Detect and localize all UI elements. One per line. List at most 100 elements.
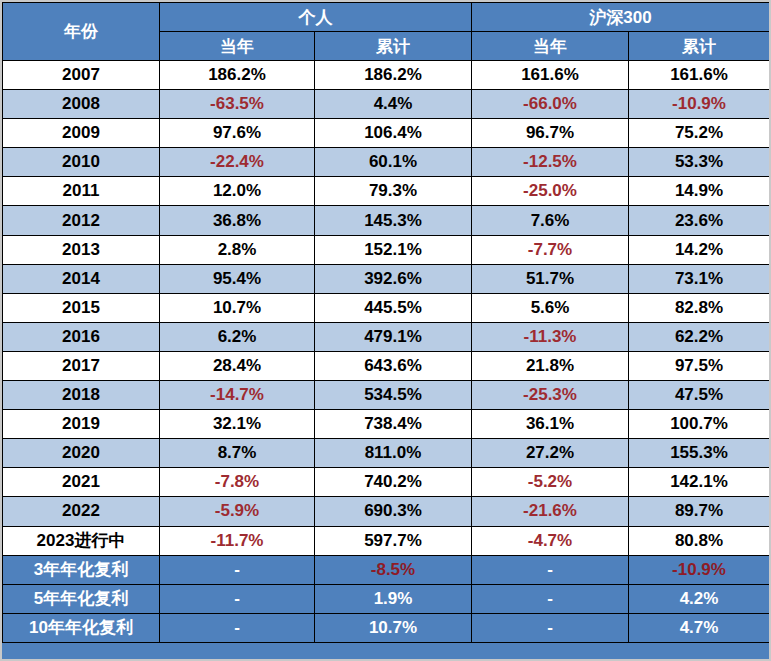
table-row: 201932.1%738.4%36.1%100.7% <box>3 410 770 439</box>
year-cell: 2013 <box>3 235 160 264</box>
year-cell: 2017 <box>3 351 160 380</box>
table-row: 2021-7.8%740.2%-5.2%142.1% <box>3 468 770 497</box>
value-cell: 4.4% <box>315 90 472 119</box>
value-cell: 597.7% <box>315 526 472 555</box>
value-cell: -5.2% <box>472 468 629 497</box>
value-cell: 80.8% <box>629 526 770 555</box>
summary-row: 5年年化复利-1.9%-4.2% <box>3 584 770 613</box>
summary-value-cell: - <box>472 613 629 642</box>
summary-label-cell: 3年年化复利 <box>3 555 160 584</box>
value-cell: 643.6% <box>315 351 472 380</box>
value-cell: -11.3% <box>472 322 629 351</box>
table-row: 2018-14.7%534.5%-25.3%47.5% <box>3 381 770 410</box>
header-row-groups: 年份 个人 沪深300 <box>3 3 770 32</box>
year-cell: 2023进行中 <box>3 526 160 555</box>
value-cell: 53.3% <box>629 148 770 177</box>
value-cell: 142.1% <box>629 468 770 497</box>
summary-value-cell: - <box>472 584 629 613</box>
year-column-header: 年份 <box>3 3 160 61</box>
value-cell: 97.6% <box>160 119 315 148</box>
value-cell: 60.1% <box>315 148 472 177</box>
value-cell: 740.2% <box>315 468 472 497</box>
table-row: 20166.2%479.1%-11.3%62.2% <box>3 322 770 351</box>
summary-value-cell: 4.7% <box>629 613 770 642</box>
subheader-csi300-current: 当年 <box>472 32 629 61</box>
value-cell: 2.8% <box>160 235 315 264</box>
value-cell: -10.9% <box>629 90 770 119</box>
value-cell: 811.0% <box>315 439 472 468</box>
value-cell: 161.6% <box>629 61 770 90</box>
value-cell: 690.3% <box>315 497 472 526</box>
summary-row: 3年年化复利--8.5%--10.9% <box>3 555 770 584</box>
summary-label-cell: 10年年化复利 <box>3 613 160 642</box>
value-cell: 145.3% <box>315 206 472 235</box>
value-cell: -25.3% <box>472 381 629 410</box>
value-cell: 21.8% <box>472 351 629 380</box>
year-cell: 2011 <box>3 177 160 206</box>
table-row: 20132.8%152.1%-7.7%14.2% <box>3 235 770 264</box>
value-cell: -63.5% <box>160 90 315 119</box>
year-cell: 2014 <box>3 264 160 293</box>
year-cell: 2020 <box>3 439 160 468</box>
subheader-personal-cumulative: 累计 <box>315 32 472 61</box>
value-cell: -11.7% <box>160 526 315 555</box>
table-header: 年份 个人 沪深300 当年 累计 当年 累计 <box>3 3 770 61</box>
value-cell: 73.1% <box>629 264 770 293</box>
group-header-csi300: 沪深300 <box>472 3 770 32</box>
table-row: 200997.6%106.4%96.7%75.2% <box>3 119 770 148</box>
value-cell: -22.4% <box>160 148 315 177</box>
table-row: 20208.7%811.0%27.2%155.3% <box>3 439 770 468</box>
table-row: 2010-22.4%60.1%-12.5%53.3% <box>3 148 770 177</box>
table-row: 201728.4%643.6%21.8%97.5% <box>3 351 770 380</box>
summary-value-cell: - <box>160 555 315 584</box>
group-header-personal: 个人 <box>160 3 472 32</box>
table-row: 201236.8%145.3%7.6%23.6% <box>3 206 770 235</box>
returns-table: 年份 个人 沪深300 当年 累计 当年 累计 2007186.2%186.2%… <box>2 2 770 643</box>
subheader-csi300-cumulative: 累计 <box>629 32 770 61</box>
value-cell: -66.0% <box>472 90 629 119</box>
year-cell: 2022 <box>3 497 160 526</box>
subheader-personal-current: 当年 <box>160 32 315 61</box>
value-cell: 82.8% <box>629 293 770 322</box>
value-cell: 5.6% <box>472 293 629 322</box>
value-cell: 14.9% <box>629 177 770 206</box>
value-cell: -25.0% <box>472 177 629 206</box>
value-cell: 8.7% <box>160 439 315 468</box>
value-cell: 89.7% <box>629 497 770 526</box>
value-cell: 95.4% <box>160 264 315 293</box>
value-cell: 14.2% <box>629 235 770 264</box>
year-cell: 2019 <box>3 410 160 439</box>
summary-value-cell: 4.2% <box>629 584 770 613</box>
value-cell: 738.4% <box>315 410 472 439</box>
table-body: 2007186.2%186.2%161.6%161.6%2008-63.5%4.… <box>3 61 770 643</box>
table-row: 2007186.2%186.2%161.6%161.6% <box>3 61 770 90</box>
summary-value-cell: -8.5% <box>315 555 472 584</box>
value-cell: 534.5% <box>315 381 472 410</box>
value-cell: 75.2% <box>629 119 770 148</box>
value-cell: -21.6% <box>472 497 629 526</box>
value-cell: -4.7% <box>472 526 629 555</box>
value-cell: -7.7% <box>472 235 629 264</box>
value-cell: 6.2% <box>160 322 315 351</box>
value-cell: 32.1% <box>160 410 315 439</box>
value-cell: -12.5% <box>472 148 629 177</box>
year-cell: 2012 <box>3 206 160 235</box>
summary-value-cell: 1.9% <box>315 584 472 613</box>
summary-label-cell: 5年年化复利 <box>3 584 160 613</box>
value-cell: -7.8% <box>160 468 315 497</box>
value-cell: 445.5% <box>315 293 472 322</box>
value-cell: 186.2% <box>315 61 472 90</box>
value-cell: 36.1% <box>472 410 629 439</box>
year-cell: 2016 <box>3 322 160 351</box>
value-cell: 7.6% <box>472 206 629 235</box>
year-cell: 2008 <box>3 90 160 119</box>
summary-row: 10年年化复利-10.7%-4.7% <box>3 613 770 642</box>
value-cell: 12.0% <box>160 177 315 206</box>
value-cell: 97.5% <box>629 351 770 380</box>
value-cell: 392.6% <box>315 264 472 293</box>
value-cell: 10.7% <box>160 293 315 322</box>
year-cell: 2007 <box>3 61 160 90</box>
value-cell: 28.4% <box>160 351 315 380</box>
value-cell: 100.7% <box>629 410 770 439</box>
value-cell: 36.8% <box>160 206 315 235</box>
